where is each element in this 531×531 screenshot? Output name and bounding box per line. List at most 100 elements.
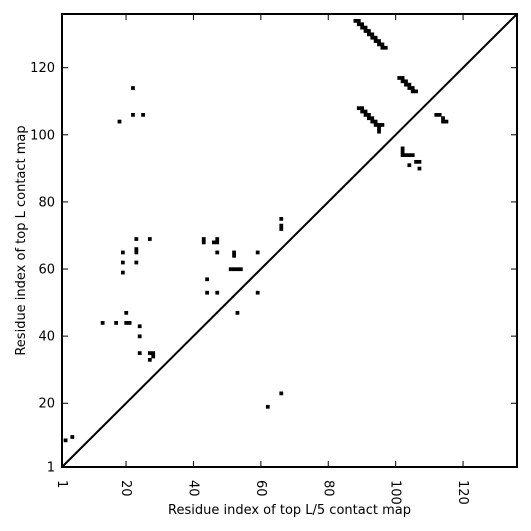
diagonal-line xyxy=(61,13,518,468)
contact-point xyxy=(232,250,236,255)
contact-point xyxy=(235,267,240,272)
contact-point xyxy=(407,163,412,168)
contact-point xyxy=(134,260,139,265)
contact-point xyxy=(134,237,139,241)
contact-point xyxy=(410,86,415,90)
contact-point xyxy=(356,106,361,111)
contact-point xyxy=(63,438,68,443)
contact-point xyxy=(215,237,220,241)
contact-point xyxy=(397,76,402,80)
contact-point xyxy=(120,270,125,275)
contact-point xyxy=(400,76,405,80)
x-axis: 1 20 40 60 80 100 120 xyxy=(54,14,470,505)
contact-point xyxy=(201,237,206,241)
contact-point xyxy=(377,42,381,47)
contact-point xyxy=(407,82,412,87)
contact-point xyxy=(434,112,439,117)
contact-point xyxy=(211,240,216,245)
contact-point xyxy=(279,223,284,228)
contact-point xyxy=(444,119,449,124)
contact-point xyxy=(367,32,371,37)
contact-point xyxy=(232,253,236,258)
contact-point xyxy=(360,106,365,111)
y-tick-label: 1 xyxy=(47,461,55,476)
contact-point xyxy=(117,119,122,124)
contact-point xyxy=(363,29,368,33)
contact-point xyxy=(279,217,284,221)
contact-point xyxy=(120,260,125,265)
contact-point xyxy=(383,45,388,50)
contact-point xyxy=(235,310,240,315)
contact-point xyxy=(151,354,156,359)
contact-point xyxy=(70,435,75,439)
x-axis-label: Residue index of top L/5 contact map xyxy=(168,503,411,518)
contact-point xyxy=(404,82,408,87)
contact-point xyxy=(238,267,243,272)
contact-point xyxy=(367,112,371,117)
contact-point xyxy=(205,277,210,282)
x-tick-label: 100 xyxy=(388,480,403,505)
contact-point xyxy=(367,29,371,33)
contact-point xyxy=(131,112,135,117)
contact-point xyxy=(215,290,220,295)
contact-point xyxy=(137,324,142,329)
x-tick-label: 40 xyxy=(185,480,200,497)
y-tick-label: 60 xyxy=(38,263,55,278)
contact-point xyxy=(414,89,418,94)
contact-point xyxy=(147,237,152,241)
contact-point xyxy=(114,321,119,325)
contact-point xyxy=(400,79,405,84)
contact-point xyxy=(137,334,142,339)
contact-point xyxy=(400,146,405,151)
contact-point xyxy=(370,32,375,37)
x-tick-label: 80 xyxy=(320,480,335,497)
contact-point xyxy=(404,153,408,158)
contact-point xyxy=(137,351,142,355)
contact-point xyxy=(360,109,365,114)
contact-point xyxy=(410,89,415,94)
contact-point xyxy=(100,321,105,325)
contact-point xyxy=(279,391,284,396)
contact-point xyxy=(131,86,135,90)
contact-point xyxy=(147,351,152,355)
plot-frame xyxy=(61,13,518,468)
contact-point xyxy=(417,166,422,171)
contact-point xyxy=(363,25,368,30)
contact-point xyxy=(404,79,408,84)
contact-point xyxy=(215,250,220,255)
contact-point xyxy=(279,227,284,231)
contact-point xyxy=(414,159,418,164)
contact-point xyxy=(373,39,378,43)
contact-point xyxy=(377,123,381,127)
y-tick-label: 20 xyxy=(38,397,55,412)
y-tick-label: 100 xyxy=(30,128,55,143)
contact-point xyxy=(437,112,442,117)
contact-point xyxy=(373,35,378,40)
contact-point xyxy=(367,116,371,121)
contact-point xyxy=(400,153,405,158)
contact-point xyxy=(441,116,445,121)
contact-point xyxy=(201,240,206,245)
contact-point xyxy=(370,116,375,121)
contact-point xyxy=(120,250,125,255)
contact-point xyxy=(232,267,236,272)
contact-point xyxy=(370,119,375,124)
y-tick-label: 40 xyxy=(38,330,55,345)
contact-point xyxy=(147,357,152,362)
contact-point xyxy=(134,247,139,251)
contact-point xyxy=(265,404,270,409)
y-tick-label: 120 xyxy=(30,61,55,76)
x-tick-label: 120 xyxy=(455,480,470,505)
contact-point xyxy=(205,290,210,295)
contact-point xyxy=(377,129,381,134)
contact-point xyxy=(373,119,378,124)
x-tick-label: 1 xyxy=(54,480,69,488)
contact-point xyxy=(356,22,361,27)
contact-point xyxy=(360,25,365,30)
contact-point xyxy=(380,42,385,47)
contact-point xyxy=(363,109,368,114)
contact-point xyxy=(380,45,385,50)
y-tick-label: 80 xyxy=(38,195,55,210)
